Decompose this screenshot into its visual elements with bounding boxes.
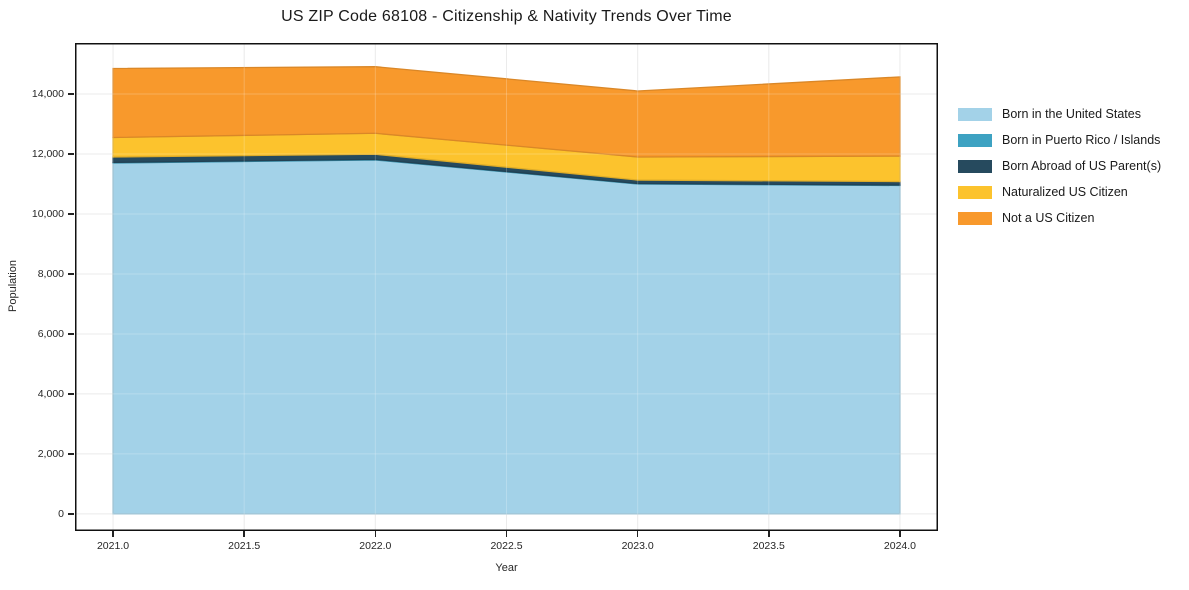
x-tick-mark (243, 531, 245, 537)
legend-label: Born in Puerto Rico / Islands (1002, 133, 1161, 147)
stacked-area-chart-svg (75, 43, 938, 531)
y-tick-label: 0 (58, 507, 64, 520)
x-tick-label: 2021.5 (228, 540, 261, 552)
legend-item: Not a US Citizen (958, 205, 1161, 231)
x-tick-mark (112, 531, 114, 537)
x-tick-label: 2024.0 (883, 540, 917, 552)
legend-item: Born Abroad of US Parent(s) (958, 153, 1161, 179)
legend-swatch (958, 159, 992, 173)
legend-label: Naturalized US Citizen (1002, 185, 1128, 199)
y-tick-mark (68, 513, 74, 515)
legend-swatch (958, 211, 992, 225)
y-tick-label: 4,000 (37, 387, 64, 400)
x-tick-label: 2023.5 (752, 540, 785, 552)
area-series (112, 66, 901, 158)
x-tick-label: 2023.0 (621, 540, 654, 552)
x-tick-mark (374, 531, 377, 537)
y-tick-label: 12,000 (31, 147, 64, 160)
plot-frame (75, 43, 938, 531)
legend-item: Born in the United States (958, 101, 1161, 127)
y-tick-mark (68, 93, 74, 95)
legend-swatch (958, 185, 992, 199)
y-tick-mark (68, 273, 74, 275)
y-tick-label: 6,000 (37, 327, 64, 340)
legend-swatch (958, 133, 992, 147)
y-tick-label: 14,000 (31, 87, 64, 100)
x-tick-label: 2022.5 (490, 540, 523, 552)
legend-item: Naturalized US Citizen (958, 179, 1161, 205)
x-tick-label: 2021.0 (96, 540, 130, 552)
x-tick-mark (505, 531, 508, 537)
y-tick-mark (68, 153, 74, 155)
legend-item: Born in Puerto Rico / Islands (958, 127, 1161, 153)
legend-label: Born in the United States (1002, 107, 1141, 121)
plot-area (75, 43, 938, 531)
y-tick-label: 8,000 (37, 267, 64, 280)
legend: Born in the United States Born in Puerto … (958, 101, 1161, 231)
x-axis-label: Year (495, 562, 518, 574)
legend-label: Not a US Citizen (1002, 211, 1095, 225)
legend-label: Born Abroad of US Parent(s) (1002, 159, 1162, 173)
y-tick-mark (68, 213, 74, 215)
y-tick-label: 10,000 (31, 207, 64, 220)
x-tick-label: 2022.0 (359, 540, 392, 552)
y-tick-mark (68, 393, 74, 395)
x-tick-mark (899, 531, 901, 537)
y-tick-label: 2,000 (37, 447, 64, 460)
legend-swatch (958, 107, 992, 121)
y-tick-mark (68, 453, 74, 455)
y-tick-mark (68, 333, 74, 335)
x-tick-mark (768, 531, 770, 537)
x-tick-mark (636, 531, 639, 537)
chart-title: US ZIP Code 68108 - Citizenship & Nativi… (281, 8, 732, 25)
